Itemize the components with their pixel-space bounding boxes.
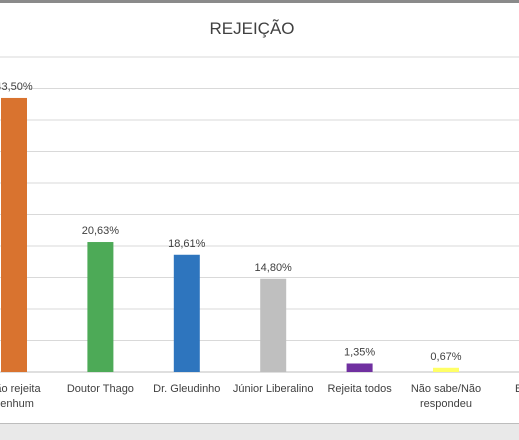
data-label: 20,63% <box>82 225 120 237</box>
data-label: 18,61% <box>168 238 206 250</box>
category-label: Não sabe/Não <box>411 383 481 395</box>
bar <box>87 242 114 372</box>
category-label: Rejeita todos <box>327 383 392 395</box>
category-label: Não rejeita <box>0 383 41 395</box>
category-label: nenhum <box>0 398 34 410</box>
value-labels: 43,50%20,63%18,61%14,80%1,35%0,67%0 <box>0 81 462 363</box>
category-label: Doutor Thago <box>67 383 134 395</box>
data-label: 0,67% <box>430 351 461 363</box>
chart-panel: REJEIÇÃO 43,50% 20,63% 18,61% 14,80% 1,35% 0,… <box>0 0 519 424</box>
bar <box>1 97 27 372</box>
category-label: Júnior Liberalino <box>233 383 314 395</box>
data-label: 43,50% <box>0 81 33 93</box>
bar-chart: REJEIÇÃO 43,50% 20,63% 18,61% 14,80% 1,35% 0,… <box>0 19 519 410</box>
data-label: 14,80% <box>255 262 293 274</box>
category-label: Branco <box>515 383 519 395</box>
chart-title: REJEIÇÃO <box>209 19 294 38</box>
gridlines <box>0 56 519 373</box>
bar <box>173 254 200 372</box>
bar <box>346 363 373 372</box>
bar <box>433 367 459 372</box>
category-label: respondeu <box>420 398 472 410</box>
category-label: Dr. Gleudinho <box>153 383 220 395</box>
category-labels: Não rejeita nenhum Doutor Thago Dr. Gleudin… <box>0 383 519 410</box>
bar <box>260 278 287 372</box>
bars <box>1 97 459 372</box>
data-label: 1,35% <box>344 346 375 358</box>
